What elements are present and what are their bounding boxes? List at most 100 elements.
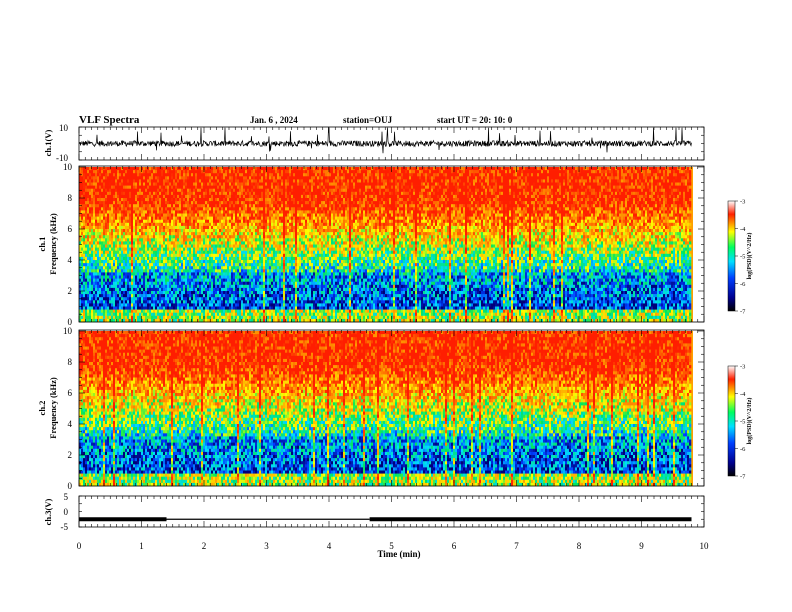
- spectrogram-cell: [265, 173, 268, 177]
- spectrogram-cell: [171, 235, 174, 239]
- spectrogram-cell: [111, 287, 114, 292]
- spectrogram-cell: [183, 170, 186, 174]
- spectrogram-cell: [173, 315, 176, 320]
- spectrogram-cell: [99, 207, 102, 211]
- spectrogram-cell: [197, 207, 200, 211]
- spectrogram-cell: [219, 238, 222, 242]
- spectrogram-cell: [255, 312, 258, 317]
- spectrogram-cell: [143, 241, 146, 245]
- spectrogram-cell: [233, 225, 236, 230]
- spectrogram-cell: [227, 179, 230, 183]
- spectrogram-cell: [131, 294, 134, 298]
- spectrogram-cell: [189, 232, 192, 236]
- spectrogram-cell: [151, 306, 154, 310]
- spectrogram-cell: [125, 173, 128, 177]
- spectrogram-cell: [125, 256, 128, 261]
- spectrogram-cell: [117, 312, 120, 317]
- spectrogram-cell: [119, 294, 122, 298]
- spectrogram-cell: [257, 250, 260, 255]
- spectrogram-cell: [199, 300, 202, 304]
- spectrogram-cell: [247, 229, 250, 233]
- spectrogram-cell: [241, 219, 244, 224]
- ch1-ytick-bottom: -10: [56, 153, 68, 163]
- spectrogram-cell: [117, 266, 120, 270]
- spectrogram-cell: [223, 247, 226, 251]
- spectrogram-cell: [83, 312, 86, 317]
- spectrogram-cell: [197, 194, 200, 199]
- spectrogram-cell: [95, 185, 98, 189]
- spectrogram-cell: [237, 182, 240, 186]
- spectrogram-cell: [253, 235, 256, 239]
- spectrogram-cell: [173, 176, 176, 180]
- spectrogram-cell: [145, 306, 148, 310]
- spectrogram-cell: [265, 312, 268, 317]
- spectrogram-cell: [97, 260, 100, 264]
- spectrogram-cell: [131, 191, 134, 196]
- spectrogram-cell: [117, 294, 120, 298]
- spectrogram-cell: [235, 247, 238, 251]
- spectrogram-cell: [245, 232, 248, 236]
- spectrogram-cell: [263, 297, 266, 301]
- spectrogram-cell: [133, 303, 136, 307]
- spectrogram-cell: [257, 194, 260, 199]
- spectrogram-cell: [137, 173, 140, 177]
- spectrogram-cell: [157, 167, 160, 171]
- spectrogram-cell: [99, 303, 102, 307]
- spectrogram-cell: [195, 167, 198, 171]
- spectrogram-cell: [213, 275, 216, 279]
- spectrogram-cell: [255, 225, 258, 230]
- spectrogram-cell: [255, 291, 258, 295]
- spectrogram-cell: [259, 238, 262, 242]
- spectrogram-cell: [143, 266, 146, 270]
- spectrogram-cell: [229, 204, 232, 208]
- spectrogram-cell: [181, 256, 184, 261]
- spectrogram-cell: [193, 250, 196, 255]
- spectrogram-cell: [249, 306, 252, 310]
- spectrogram-cell: [119, 176, 122, 180]
- spectrogram-cell: [211, 213, 214, 217]
- spectrogram-cell: [121, 235, 124, 239]
- spectrogram-cell: [247, 235, 250, 239]
- spectrogram-cell: [227, 306, 230, 310]
- spectrogram-cell: [169, 176, 172, 180]
- spectrogram-cell: [199, 219, 202, 224]
- spectrogram-cell: [171, 269, 174, 273]
- spectrogram-cell: [157, 312, 160, 317]
- spectrogram-cell: [265, 229, 268, 233]
- spectrogram-cell: [81, 260, 84, 264]
- spectrogram-cell: [203, 176, 206, 180]
- spectrogram-cell: [113, 167, 116, 171]
- spectrogram-cell: [239, 281, 242, 286]
- spectrogram-cell: [241, 300, 244, 304]
- spectrogram-cell: [145, 225, 148, 230]
- spectrogram-cell: [259, 275, 262, 279]
- spectrogram-cell: [135, 176, 138, 180]
- spectrogram-cell: [201, 284, 204, 289]
- spectrogram-cell: [185, 167, 188, 171]
- spectrogram-cell: [91, 260, 94, 264]
- spectrogram-cell: [117, 194, 120, 199]
- spectrogram-cell: [171, 182, 174, 186]
- spectrogram-cell: [117, 216, 120, 220]
- spectrogram-cell: [99, 219, 102, 224]
- spectrogram-cell: [251, 260, 254, 264]
- spectrogram-cell: [247, 306, 250, 310]
- spectrogram-cell: [173, 194, 176, 199]
- spectrogram-cell: [115, 272, 118, 276]
- spectrogram-cell: [209, 219, 212, 224]
- spectrogram-cell: [197, 219, 200, 224]
- spectrogram-cell: [259, 309, 262, 313]
- spectrogram-cell: [89, 204, 92, 208]
- spectrogram-cell: [261, 222, 264, 227]
- spectrogram-cell: [93, 210, 96, 214]
- spectrogram-cell: [213, 309, 216, 313]
- spectrogram-cell: [185, 225, 188, 230]
- spectrogram-cell: [169, 281, 172, 286]
- spectrogram-cell: [105, 297, 108, 301]
- spectrogram-cell: [153, 275, 156, 279]
- spectrogram-cell: [139, 238, 142, 242]
- spectrogram-cell: [229, 303, 232, 307]
- spectrogram-cell: [113, 260, 116, 264]
- spectrogram-cell: [145, 250, 148, 255]
- spectrogram-cell: [243, 269, 246, 273]
